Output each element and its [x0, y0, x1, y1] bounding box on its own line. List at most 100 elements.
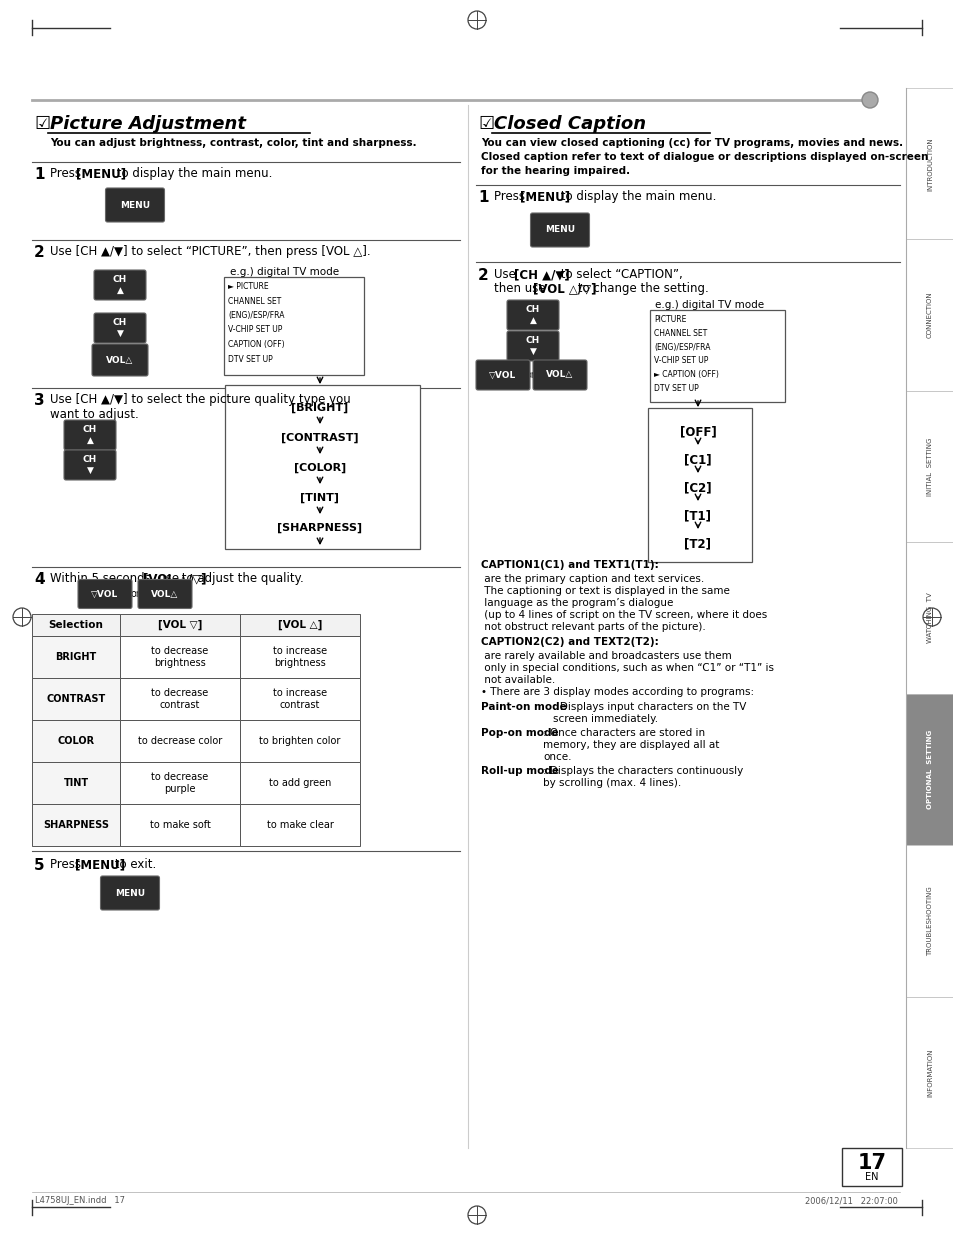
Bar [120, 762, 240, 804]
Text: screen immediately.: screen immediately. [553, 714, 658, 724]
Bar [32, 804, 120, 846]
Text: You can adjust brightness, contrast, color, tint and sharpness.: You can adjust brightness, contrast, col… [50, 138, 416, 148]
Bar [240, 614, 359, 636]
Text: : Displays the characters continuously: : Displays the characters continuously [542, 766, 742, 776]
Text: Press: Press [494, 190, 528, 203]
FancyBboxPatch shape [64, 420, 116, 450]
FancyBboxPatch shape [106, 188, 164, 222]
Bar [32, 636, 120, 678]
FancyBboxPatch shape [506, 331, 558, 361]
Bar [120, 720, 240, 762]
Bar [240, 720, 359, 762]
Bar [32, 762, 120, 804]
Text: only in special conditions, such as when “C1” or “T1” is: only in special conditions, such as when… [480, 663, 773, 673]
Bar [120, 614, 240, 636]
Text: Picture Adjustment: Picture Adjustment [50, 115, 246, 133]
Text: to brighten color: to brighten color [259, 736, 340, 746]
Bar [240, 804, 359, 846]
Text: or: or [524, 370, 535, 380]
Text: [TINT]: [TINT] [300, 493, 339, 504]
Text: : Once characters are stored in: : Once characters are stored in [542, 727, 704, 739]
Text: Use [CH ▲/▼] to select “PICTURE”, then press [VOL △].: Use [CH ▲/▼] to select “PICTURE”, then p… [50, 245, 370, 258]
Bar [647, 408, 751, 562]
Text: Pop-on mode: Pop-on mode [480, 727, 558, 739]
Text: CH
▼: CH ▼ [525, 336, 539, 356]
Text: CAPTION (OFF): CAPTION (OFF) [228, 340, 284, 350]
Text: BRIGHT: BRIGHT [55, 652, 96, 662]
Text: to change the setting.: to change the setting. [574, 282, 708, 295]
Text: [OFF]: [OFF] [679, 425, 716, 438]
Text: to adjust the quality.: to adjust the quality. [178, 572, 303, 585]
FancyBboxPatch shape [100, 876, 159, 910]
Text: CH
▲: CH ▲ [112, 275, 127, 295]
Text: [COLOR]: [COLOR] [294, 463, 346, 473]
Text: (ENG)/ESP/FRA: (ENG)/ESP/FRA [654, 342, 710, 352]
Text: INITIAL  SETTING: INITIAL SETTING [926, 437, 932, 495]
Bar [224, 277, 364, 375]
Text: to select “CAPTION”,: to select “CAPTION”, [557, 268, 682, 282]
Text: not obstruct relevant parts of the picture).: not obstruct relevant parts of the pictu… [480, 622, 705, 632]
Text: PICTURE: PICTURE [654, 315, 685, 324]
Text: language as the program’s dialogue: language as the program’s dialogue [480, 598, 673, 608]
Text: L4758UJ_EN.indd   17: L4758UJ_EN.indd 17 [35, 1195, 125, 1205]
FancyBboxPatch shape [91, 345, 148, 375]
FancyBboxPatch shape [533, 359, 586, 390]
Bar [649, 310, 784, 403]
Text: INTRODUCTION: INTRODUCTION [926, 137, 932, 190]
Bar [225, 385, 419, 550]
Text: Press: Press [50, 858, 85, 871]
Text: WATCHING  TV: WATCHING TV [926, 593, 932, 643]
Text: to decrease
purple: to decrease purple [152, 772, 209, 794]
Text: • There are 3 display modes according to programs:: • There are 3 display modes according to… [480, 687, 753, 697]
Text: 2: 2 [34, 245, 45, 261]
Text: [C2]: [C2] [683, 480, 711, 494]
Text: 1: 1 [477, 190, 488, 205]
Text: Paint-on mode: Paint-on mode [480, 701, 566, 713]
Text: e.g.) digital TV mode: e.g.) digital TV mode [655, 300, 763, 310]
Text: Press: Press [50, 167, 85, 180]
Text: memory, they are displayed all at: memory, they are displayed all at [542, 740, 719, 750]
Text: to increase
contrast: to increase contrast [273, 688, 327, 710]
Text: TINT: TINT [63, 778, 89, 788]
Circle shape [862, 91, 877, 107]
Text: Roll-up mode: Roll-up mode [480, 766, 558, 776]
Text: to make soft: to make soft [150, 820, 211, 830]
Text: ► CAPTION (OFF): ► CAPTION (OFF) [654, 370, 719, 379]
Bar [905, 542, 953, 694]
Text: to make clear: to make clear [266, 820, 334, 830]
Text: CH
▼: CH ▼ [83, 456, 97, 474]
Text: to display the main menu.: to display the main menu. [112, 167, 273, 180]
Bar [240, 762, 359, 804]
Text: 5: 5 [34, 858, 45, 873]
Text: to decrease color: to decrease color [138, 736, 222, 746]
Text: [MENU]: [MENU] [75, 858, 125, 871]
Text: are the primary caption and text services.: are the primary caption and text service… [480, 574, 703, 584]
Bar [905, 240, 953, 390]
Text: to decrease
contrast: to decrease contrast [152, 688, 209, 710]
Text: VOL△: VOL△ [152, 589, 178, 599]
Text: or: or [130, 589, 140, 599]
Text: CH
▲: CH ▲ [83, 425, 97, 445]
Text: SHARPNESS: SHARPNESS [43, 820, 109, 830]
Text: 4: 4 [34, 572, 45, 587]
Text: to display the main menu.: to display the main menu. [557, 190, 716, 203]
Text: to add green: to add green [269, 778, 331, 788]
FancyBboxPatch shape [506, 300, 558, 330]
Text: [T2]: [T2] [684, 537, 711, 550]
Text: DTV SET UP: DTV SET UP [654, 384, 698, 393]
Text: 3: 3 [34, 393, 45, 408]
Text: [T1]: [T1] [684, 509, 711, 522]
Bar [120, 804, 240, 846]
FancyBboxPatch shape [94, 312, 146, 343]
Text: to decrease
brightness: to decrease brightness [152, 646, 209, 668]
Text: ▽VOL: ▽VOL [489, 370, 517, 379]
Text: Use: Use [494, 268, 519, 282]
Text: want to adjust.: want to adjust. [50, 408, 138, 421]
Text: ☑: ☑ [34, 115, 51, 133]
Bar [240, 678, 359, 720]
Text: [CONTRAST]: [CONTRAST] [281, 433, 358, 443]
Text: CH
▼: CH ▼ [112, 319, 127, 337]
Text: MENU: MENU [114, 888, 145, 898]
Bar [120, 678, 240, 720]
Text: [CH ▲/▼]: [CH ▲/▼] [514, 268, 569, 282]
